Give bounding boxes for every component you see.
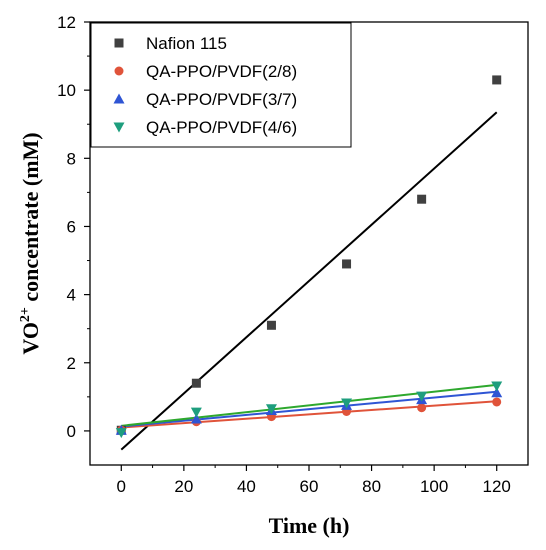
- legend-label-series-2: QA-PPO/PVDF(3/7): [146, 90, 297, 109]
- data-point-series-2: [491, 387, 503, 398]
- data-point-series-3: [190, 407, 202, 418]
- x-tick-label: 100: [420, 477, 448, 496]
- y-axis-title-superscript: 2+: [18, 307, 33, 322]
- fit-line-series-3: [121, 383, 497, 427]
- data-point-series-0: [417, 194, 427, 204]
- y-axis-title: VO2+ concentrate (mM): [18, 132, 43, 354]
- fit-line-series-0: [120, 111, 498, 451]
- data-point-series-0: [492, 75, 502, 85]
- axes: 0 20 40 60 80 100 120 0 2 4 6 8 10 12: [57, 13, 529, 496]
- y-tick-label: 6: [67, 217, 76, 236]
- legend-box: [90, 22, 352, 148]
- y-tick-label: 0: [67, 422, 76, 441]
- y-tick-label: 4: [67, 286, 76, 305]
- y-tick-label: 2: [67, 354, 76, 373]
- y-tick-label: 12: [57, 13, 76, 32]
- fit-line-series-2: [121, 390, 497, 428]
- fit-line-series-1: [121, 400, 497, 429]
- data-point-series-0: [191, 378, 201, 388]
- x-tick-label: 20: [174, 477, 193, 496]
- legend: Nafion 115 QA-PPO/PVDF(2/8) QA-PPO/PVDF(3/…: [90, 22, 352, 148]
- y-axis-title-rest: concentrate (mM): [18, 132, 43, 307]
- x-tick-label: 80: [362, 477, 381, 496]
- y-tick-label: 8: [67, 149, 76, 168]
- plot-area: [115, 75, 503, 451]
- x-tick-label: 60: [300, 477, 319, 496]
- x-tick-label: 0: [117, 477, 126, 496]
- legend-marker-series-2: [113, 93, 125, 104]
- x-tick-label: 120: [483, 477, 511, 496]
- data-point-series-1: [492, 397, 502, 407]
- legend-marker-series-3: [113, 122, 125, 133]
- x-tick-label: 40: [237, 477, 256, 496]
- data-point-series-2: [190, 413, 202, 424]
- legend-marker-series-1: [114, 66, 124, 76]
- data-point-series-1: [417, 403, 427, 413]
- legend-marker-series-0: [114, 38, 124, 48]
- y-tick-label: 10: [57, 81, 76, 100]
- data-point-series-0: [266, 320, 276, 330]
- legend-label-series-3: QA-PPO/PVDF(4/6): [146, 118, 297, 137]
- data-point-series-3: [341, 398, 353, 409]
- legend-label-series-1: QA-PPO/PVDF(2/8): [146, 62, 297, 81]
- x-axis-title: Time (h): [269, 513, 350, 538]
- data-point-series-3: [115, 428, 127, 439]
- data-point-series-3: [265, 404, 277, 415]
- legend-label-series-0: Nafion 115: [146, 34, 227, 53]
- y-axis-title-main: VO: [18, 322, 43, 355]
- data-point-series-3: [416, 391, 428, 402]
- data-point-series-3: [491, 381, 503, 392]
- data-point-series-0: [342, 259, 352, 269]
